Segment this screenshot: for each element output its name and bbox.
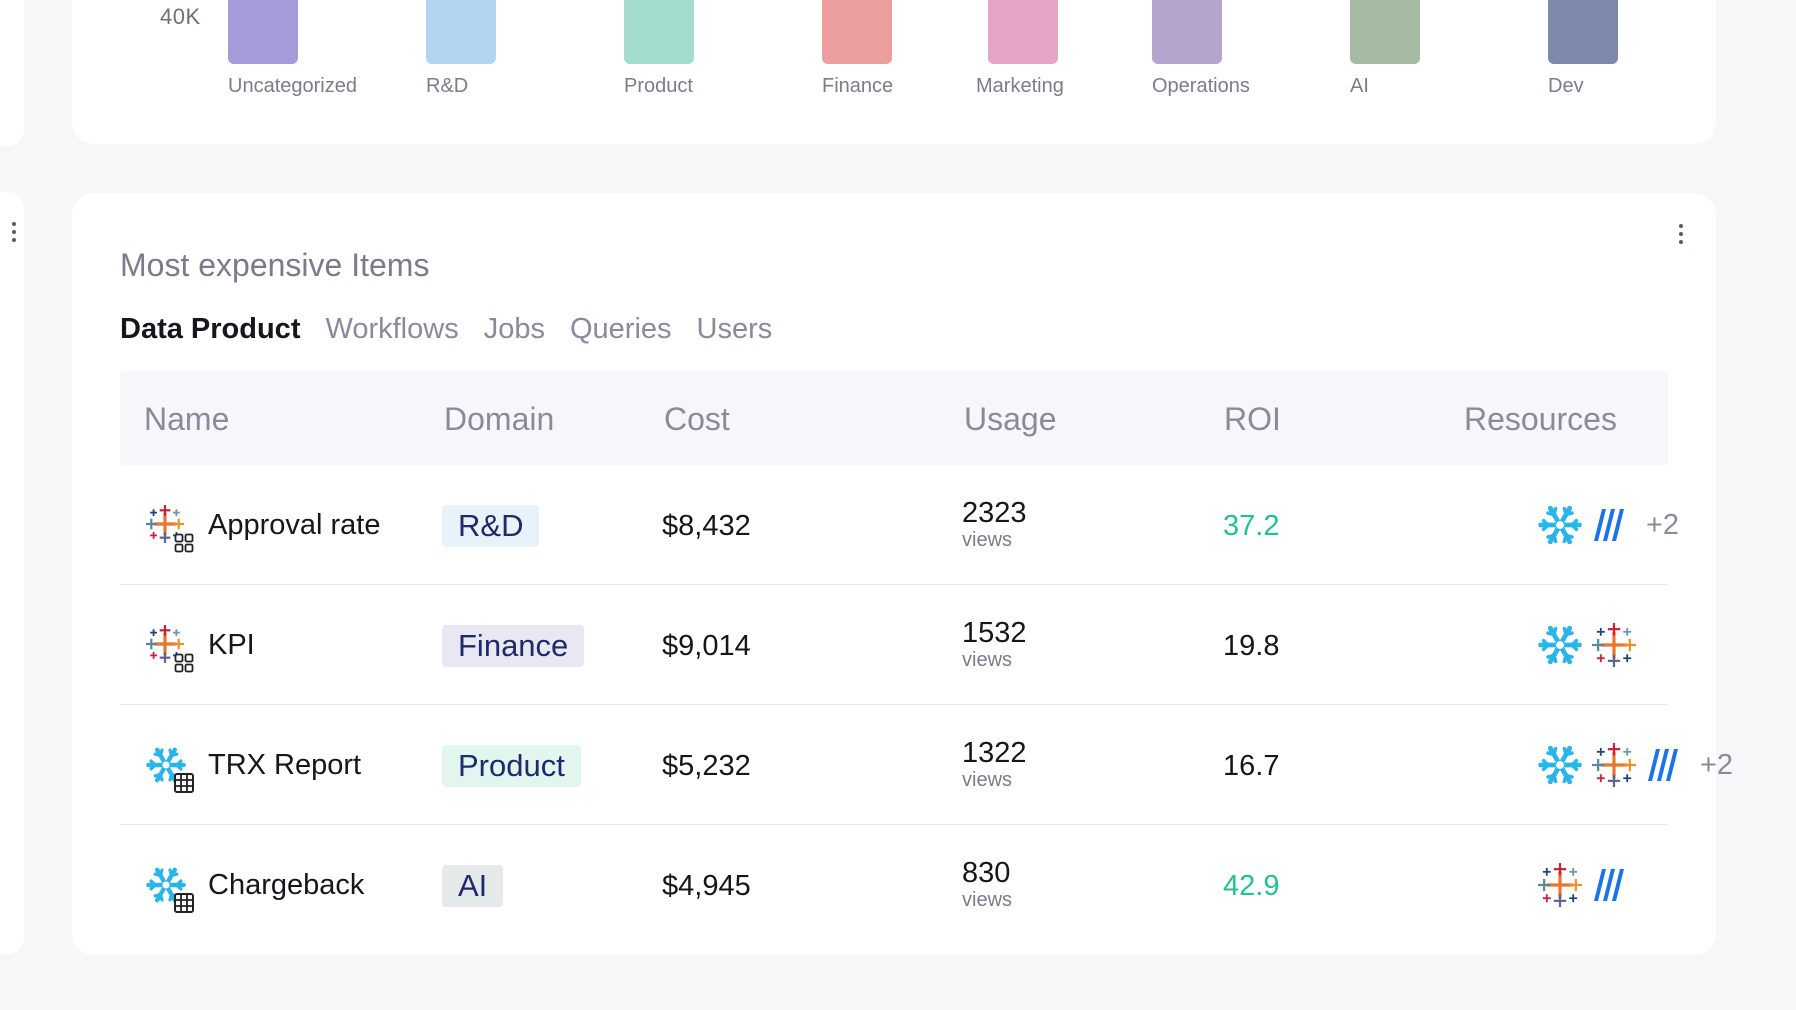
bar-label: Uncategorized — [228, 75, 357, 97]
resources-list: +2 — [1538, 743, 1733, 787]
bar-label: Marketing — [976, 75, 1064, 97]
bar-r-d[interactable] — [426, 0, 496, 64]
table-header: Name Domain Cost Usage ROI Resources — [120, 371, 1668, 465]
tab-data-product[interactable]: Data Product — [120, 313, 301, 345]
usage-value: 830 — [962, 857, 1011, 889]
card-title: Most expensive Items — [120, 247, 430, 283]
snowflake-icon[interactable] — [1538, 743, 1582, 787]
roi-value: 16.7 — [1223, 750, 1280, 782]
usage-unit: views — [962, 649, 1013, 671]
column-header-domain[interactable]: Domain — [444, 401, 555, 437]
bar-label: Operations — [1152, 75, 1250, 97]
cost-value: $8,432 — [662, 510, 751, 542]
cost-by-domain-chart: Uncategorized R&D Product Finance Marketing O… — [228, 0, 1618, 97]
item-name[interactable]: TRX Report — [208, 749, 362, 781]
snowflake-icon[interactable] — [1538, 623, 1582, 667]
bar-label: Finance — [822, 75, 893, 97]
column-header-usage[interactable]: Usage — [964, 401, 1057, 437]
roi-value: 42.9 — [1223, 870, 1280, 902]
cost-value: $4,945 — [662, 870, 751, 902]
bar-operations[interactable] — [1152, 0, 1222, 64]
looker-icon[interactable] — [1592, 865, 1632, 905]
y-axis-tick-label: 40K — [160, 4, 201, 29]
usage-unit: views — [962, 529, 1013, 551]
table-row[interactable]: TRX Report Product $5,232 1322 views 16.7 +2 — [120, 705, 1733, 825]
usage-value: 1532 — [962, 617, 1027, 649]
bar-marketing[interactable] — [988, 0, 1058, 64]
card-menu-icon[interactable] — [1678, 224, 1684, 248]
tableau-dataproduct-icon — [146, 505, 194, 553]
tableau-dataproduct-icon — [146, 625, 194, 673]
bar-product[interactable] — [624, 0, 694, 64]
usage-value: 1322 — [962, 737, 1027, 769]
tab-queries[interactable]: Queries — [569, 313, 672, 345]
cost-value: $5,232 — [662, 750, 751, 782]
resources-list: +2 — [1538, 503, 1679, 547]
usage-unit: views — [962, 889, 1013, 911]
tableau-icon[interactable] — [1592, 623, 1636, 667]
tab-jobs[interactable]: Jobs — [483, 313, 545, 345]
column-header-roi[interactable]: ROI — [1224, 401, 1281, 437]
snowflake-table-icon — [146, 865, 194, 913]
domain-badge: AI — [442, 865, 504, 907]
item-name[interactable]: Chargeback — [208, 869, 365, 901]
left-panel-menu-icon[interactable] — [11, 222, 17, 246]
item-name[interactable]: Approval rate — [208, 509, 381, 541]
tableau-icon[interactable] — [1538, 863, 1582, 907]
column-header-resources[interactable]: Resources — [1464, 401, 1617, 437]
domain-badge: Finance — [442, 625, 585, 667]
roi-value: 19.8 — [1223, 630, 1280, 662]
tab-workflows[interactable]: Workflows — [325, 313, 459, 345]
table-row[interactable]: Approval rate R&D $8,432 2323 views 37.2 +2 — [120, 465, 1679, 585]
tab-users[interactable]: Users — [696, 313, 773, 345]
bar-label: R&D — [426, 75, 468, 97]
looker-icon[interactable] — [1646, 745, 1686, 785]
bar-dev[interactable] — [1548, 0, 1618, 64]
resources-list — [1538, 623, 1636, 667]
more-resources-count[interactable]: +2 — [1700, 748, 1734, 781]
column-header-cost[interactable]: Cost — [664, 401, 730, 437]
usage-unit: views — [962, 769, 1013, 791]
resources-list — [1538, 863, 1632, 907]
bar-label: AI — [1350, 75, 1369, 97]
roi-value: 37.2 — [1223, 510, 1280, 542]
cost-by-domain-chart-card: Uncategorized R&D Product Finance Marketing O… — [72, 0, 1716, 144]
bar-finance[interactable] — [822, 0, 892, 64]
most-expensive-items-card: Most expensive Items Data Product Workflo… — [72, 193, 1733, 955]
domain-badge: R&D — [442, 505, 540, 547]
item-name[interactable]: KPI — [208, 629, 255, 661]
bar-uncategorized[interactable] — [228, 0, 298, 64]
table-row[interactable]: KPI Finance $9,014 1532 views 19.8 — [120, 585, 1668, 705]
snowflake-icon[interactable] — [1538, 503, 1582, 547]
item-type-tabs: Data Product Workflows Jobs Queries Users — [120, 313, 772, 346]
bar-ai[interactable] — [1350, 0, 1420, 64]
column-header-name[interactable]: Name — [144, 401, 230, 437]
bar-label: Product — [624, 75, 693, 97]
domain-badge: Product — [442, 745, 581, 787]
looker-icon[interactable] — [1592, 505, 1632, 545]
usage-value: 2323 — [962, 497, 1027, 529]
snowflake-table-icon — [146, 745, 194, 793]
left-panel-top — [0, 0, 24, 146]
more-resources-count[interactable]: +2 — [1646, 508, 1680, 541]
left-panel-bottom — [0, 192, 24, 954]
table-row[interactable]: Chargeback AI $4,945 830 views 42.9 — [120, 825, 1668, 945]
bar-label: Dev — [1548, 75, 1584, 97]
cost-value: $9,014 — [662, 630, 751, 662]
tableau-icon[interactable] — [1592, 743, 1636, 787]
